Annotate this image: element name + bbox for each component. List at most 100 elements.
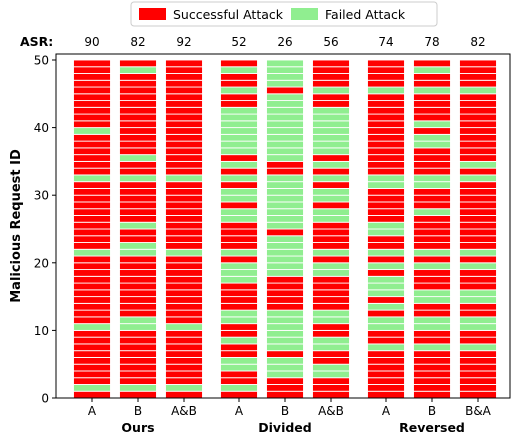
segment-id-47 bbox=[220, 79, 258, 88]
segment-id-23 bbox=[165, 242, 203, 250]
segment-id-14 bbox=[73, 302, 111, 311]
segment-id-4 bbox=[413, 370, 451, 379]
segment-id-50 bbox=[459, 59, 497, 68]
segment-id-6 bbox=[119, 356, 157, 365]
asr-row: 90 82 92 52 26 56 74 78 82 ASR: bbox=[20, 34, 486, 49]
segment-id-12 bbox=[266, 316, 304, 325]
bar-reversed-a bbox=[367, 59, 405, 399]
segment-id-6 bbox=[413, 356, 451, 365]
segment-id-28 bbox=[119, 208, 157, 216]
segment-id-33 bbox=[312, 174, 350, 183]
segment-id-7 bbox=[266, 350, 304, 358]
segment-id-40 bbox=[220, 127, 258, 135]
segment-id-32 bbox=[413, 181, 451, 189]
segment-id-40 bbox=[119, 127, 157, 135]
segment-id-9 bbox=[220, 336, 258, 345]
bar-divided-a bbox=[220, 59, 258, 399]
segment-id-12 bbox=[165, 316, 203, 325]
segment-id-44 bbox=[73, 100, 111, 108]
segment-id-9 bbox=[312, 336, 350, 345]
segment-id-43 bbox=[165, 106, 203, 115]
segment-id-17 bbox=[165, 282, 203, 291]
segment-id-37 bbox=[73, 147, 111, 156]
segment-id-24 bbox=[459, 235, 497, 243]
segment-id-50 bbox=[413, 59, 451, 68]
segment-id-34 bbox=[459, 167, 497, 176]
segment-id-34 bbox=[119, 167, 157, 176]
segment-id-6 bbox=[312, 356, 350, 365]
segment-id-18 bbox=[220, 275, 258, 284]
segment-id-45 bbox=[266, 93, 304, 102]
segment-id-31 bbox=[459, 187, 497, 196]
segment-id-27 bbox=[413, 215, 451, 223]
segment-id-41 bbox=[119, 120, 157, 129]
segment-id-5 bbox=[266, 363, 304, 372]
segment-id-28 bbox=[367, 208, 405, 216]
segment-id-22 bbox=[220, 248, 258, 257]
segment-id-23 bbox=[220, 242, 258, 250]
segment-id-13 bbox=[459, 309, 497, 318]
segment-id-38 bbox=[312, 140, 350, 149]
segment-id-15 bbox=[459, 296, 497, 304]
segment-id-30 bbox=[312, 194, 350, 203]
segment-id-28 bbox=[73, 208, 111, 216]
segment-id-45 bbox=[220, 93, 258, 102]
segment-id-1 bbox=[220, 390, 258, 399]
segment-id-24 bbox=[367, 235, 405, 243]
segment-id-50 bbox=[73, 59, 111, 68]
segment-id-50 bbox=[367, 59, 405, 68]
segment-id-10 bbox=[413, 329, 451, 338]
segment-id-46 bbox=[165, 86, 203, 95]
segment-id-22 bbox=[312, 248, 350, 257]
segment-id-38 bbox=[165, 140, 203, 149]
segment-id-18 bbox=[367, 275, 405, 284]
segment-id-26 bbox=[165, 221, 203, 230]
segment-id-47 bbox=[367, 79, 405, 88]
segment-id-22 bbox=[266, 248, 304, 257]
segment-id-12 bbox=[220, 316, 258, 325]
segment-id-15 bbox=[312, 296, 350, 304]
segment-id-19 bbox=[119, 269, 157, 277]
segment-id-1 bbox=[459, 390, 497, 399]
segment-id-39 bbox=[73, 133, 111, 142]
segment-id-10 bbox=[165, 329, 203, 338]
segment-id-17 bbox=[413, 282, 451, 291]
segment-id-19 bbox=[73, 269, 111, 277]
segment-id-18 bbox=[312, 275, 350, 284]
segment-id-23 bbox=[413, 242, 451, 250]
segment-id-29 bbox=[165, 201, 203, 210]
segment-id-11 bbox=[367, 323, 405, 331]
segment-id-12 bbox=[413, 316, 451, 325]
segment-id-5 bbox=[220, 363, 258, 372]
plot-frame bbox=[55, 53, 511, 399]
segment-id-29 bbox=[459, 201, 497, 210]
segment-id-18 bbox=[413, 275, 451, 284]
segment-id-22 bbox=[119, 248, 157, 257]
segment-id-3 bbox=[266, 377, 304, 385]
segment-id-35 bbox=[312, 160, 350, 169]
segment-id-32 bbox=[459, 181, 497, 189]
x-tick-label: A&B bbox=[171, 404, 197, 418]
x-tick-label: B bbox=[428, 404, 436, 418]
segment-id-33 bbox=[413, 174, 451, 183]
segment-id-49 bbox=[266, 66, 304, 74]
segment-id-21 bbox=[459, 255, 497, 264]
segment-id-29 bbox=[73, 201, 111, 210]
segment-id-3 bbox=[459, 377, 497, 385]
segment-id-46 bbox=[413, 86, 451, 95]
asr-value: 56 bbox=[323, 35, 338, 49]
segment-id-47 bbox=[266, 79, 304, 88]
x-tick-label: A&B bbox=[318, 404, 344, 418]
segment-id-15 bbox=[220, 296, 258, 304]
segment-id-12 bbox=[73, 316, 111, 325]
segment-id-44 bbox=[165, 100, 203, 108]
segment-id-42 bbox=[119, 113, 157, 122]
segment-id-24 bbox=[73, 235, 111, 243]
bar-ours-aandb bbox=[165, 59, 203, 399]
legend-label: Failed Attack bbox=[325, 7, 406, 22]
bar-divided-aandb bbox=[312, 59, 350, 399]
segment-id-18 bbox=[266, 275, 304, 284]
segment-id-47 bbox=[119, 79, 157, 88]
segment-id-18 bbox=[165, 275, 203, 284]
